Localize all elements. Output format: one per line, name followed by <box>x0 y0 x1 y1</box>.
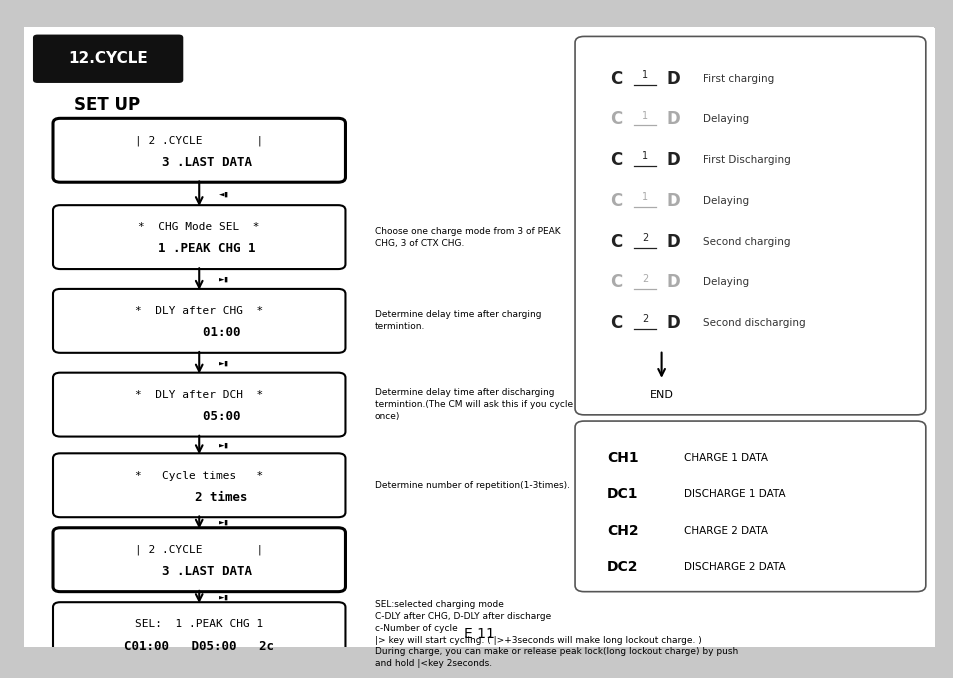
FancyBboxPatch shape <box>575 37 924 415</box>
Text: C: C <box>609 111 621 128</box>
Text: 2: 2 <box>641 274 648 283</box>
Text: CHARGE 1 DATA: CHARGE 1 DATA <box>683 453 767 463</box>
Text: C: C <box>609 192 621 210</box>
Text: ►▮: ►▮ <box>219 358 230 367</box>
Text: DC1: DC1 <box>606 487 638 501</box>
FancyBboxPatch shape <box>33 35 183 83</box>
Text: *  DLY after CHG  *: * DLY after CHG * <box>135 306 263 316</box>
Text: | 2 .CYCLE        |: | 2 .CYCLE | <box>135 136 263 146</box>
Text: | 2 .CYCLE        |: | 2 .CYCLE | <box>135 544 263 555</box>
Text: C: C <box>609 314 621 332</box>
Text: Delaying: Delaying <box>701 277 748 287</box>
Text: ◄▮: ◄▮ <box>219 189 230 198</box>
Text: *  CHG Mode SEL  *: * CHG Mode SEL * <box>138 222 260 233</box>
Text: 2: 2 <box>641 233 648 243</box>
Text: 2 times: 2 times <box>151 491 248 504</box>
Text: 3 .LAST DATA: 3 .LAST DATA <box>147 156 252 169</box>
Text: DISCHARGE 1 DATA: DISCHARGE 1 DATA <box>683 490 785 499</box>
Text: Second charging: Second charging <box>701 237 789 247</box>
Text: ►▮: ►▮ <box>219 518 230 527</box>
Text: ►▮: ►▮ <box>219 275 230 283</box>
Text: DC2: DC2 <box>606 560 638 574</box>
Text: 2: 2 <box>641 315 648 324</box>
Text: Determine number of repetition(1-3times).: Determine number of repetition(1-3times)… <box>375 481 569 490</box>
Text: 1: 1 <box>641 151 648 161</box>
FancyBboxPatch shape <box>53 119 345 182</box>
Text: ►▮: ►▮ <box>219 441 230 450</box>
Text: 12.CYCLE: 12.CYCLE <box>69 51 149 66</box>
FancyBboxPatch shape <box>53 289 345 353</box>
Text: SET UP: SET UP <box>74 96 140 114</box>
Text: SEL:  1 .PEAK CHG 1: SEL: 1 .PEAK CHG 1 <box>135 620 263 629</box>
Text: Determine delay time after discharging
termintion.(The CM will ask this if you c: Determine delay time after discharging t… <box>375 388 572 421</box>
Text: First charging: First charging <box>701 73 773 83</box>
Text: *   Cycle times   *: * Cycle times * <box>135 471 263 481</box>
Text: CH2: CH2 <box>606 524 638 538</box>
Text: CH1: CH1 <box>606 451 638 465</box>
Text: 05:00: 05:00 <box>158 410 240 423</box>
Text: C: C <box>609 151 621 169</box>
FancyBboxPatch shape <box>53 602 345 666</box>
Text: *  DLY after DCH  *: * DLY after DCH * <box>135 390 263 400</box>
Text: Choose one charge mode from 3 of PEAK
CHG, 3 of CTX CHG.: Choose one charge mode from 3 of PEAK CH… <box>375 226 559 247</box>
Text: D: D <box>665 273 679 292</box>
Text: Delaying: Delaying <box>701 115 748 124</box>
Text: SEL:selected charging mode
C-DLY after CHG, D-DLY after discharge
c-Number of cy: SEL:selected charging mode C-DLY after C… <box>375 600 737 668</box>
FancyBboxPatch shape <box>53 373 345 437</box>
Text: 1: 1 <box>641 111 648 121</box>
Text: D: D <box>665 233 679 251</box>
FancyBboxPatch shape <box>575 421 924 592</box>
Text: C: C <box>609 233 621 251</box>
FancyBboxPatch shape <box>53 205 345 269</box>
Text: Delaying: Delaying <box>701 196 748 206</box>
Text: CHARGE 2 DATA: CHARGE 2 DATA <box>683 525 767 536</box>
FancyBboxPatch shape <box>53 527 345 592</box>
Text: C: C <box>609 273 621 292</box>
Text: Second discharging: Second discharging <box>701 318 804 328</box>
Text: D: D <box>665 151 679 169</box>
Text: D: D <box>665 314 679 332</box>
Text: C: C <box>609 70 621 87</box>
Text: Determine delay time after charging
termintion.: Determine delay time after charging term… <box>375 311 540 332</box>
Text: ►▮: ►▮ <box>219 593 230 601</box>
Text: 3 .LAST DATA: 3 .LAST DATA <box>147 565 252 578</box>
Text: D: D <box>665 70 679 87</box>
Text: END: END <box>649 390 673 400</box>
FancyBboxPatch shape <box>19 25 937 651</box>
Text: C01:00   D05:00   2c: C01:00 D05:00 2c <box>124 639 274 652</box>
Text: D: D <box>665 111 679 128</box>
Text: 01:00: 01:00 <box>158 326 240 339</box>
Text: First Discharging: First Discharging <box>701 155 789 165</box>
Text: 1: 1 <box>641 192 648 202</box>
Text: 1: 1 <box>641 70 648 80</box>
Text: D: D <box>665 192 679 210</box>
Text: E 11: E 11 <box>463 627 495 641</box>
Text: 1 .PEAK CHG 1: 1 .PEAK CHG 1 <box>143 243 255 256</box>
Text: DISCHARGE 2 DATA: DISCHARGE 2 DATA <box>683 562 785 572</box>
FancyBboxPatch shape <box>53 454 345 517</box>
